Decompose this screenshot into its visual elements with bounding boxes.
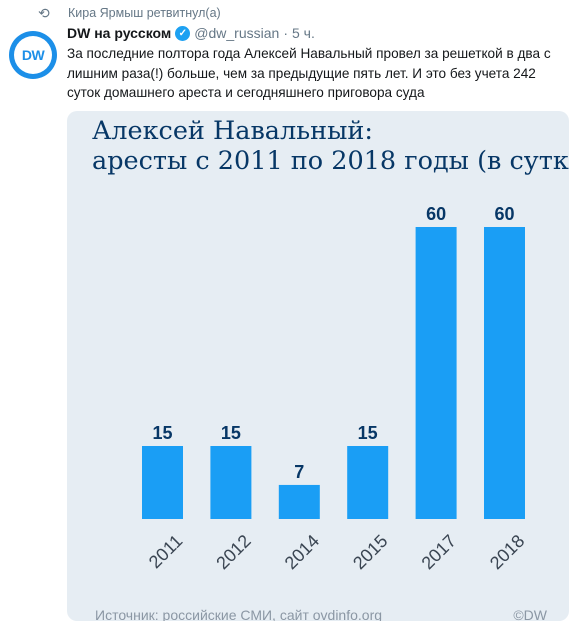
retweet-icon: ⟲ [38,5,50,21]
data-label-2017: 60 [426,204,446,224]
data-label-2015: 15 [358,423,378,443]
data-label-2011: 15 [152,423,172,443]
chart-title-line1: Алексей Навальный: [92,116,373,146]
chart-copyright: ©DW [513,607,547,621]
data-label-2014: 7 [294,462,304,482]
chart-title: Алексей Навальный: аресты с 2011 по 2018… [92,116,569,176]
tick-label-2017: 2017 [418,531,460,573]
tick-label-2018: 2018 [486,531,528,573]
handle[interactable]: @dw_russian [194,25,280,41]
bar-2015 [347,446,389,519]
tick-label-2014: 2014 [281,531,323,573]
data-label-2018: 60 [494,204,514,224]
bar-2012 [210,446,252,519]
bar-2011 [142,446,183,519]
retweet-context: ⟲ Кира Ярмыш ретвитнул(а) [34,4,221,22]
bar-2014 [278,484,320,519]
timestamp[interactable]: 5 ч. [291,25,315,41]
tweet-header: DW на русском ✓ @dw_russian · 5 ч. [67,23,315,43]
tick-label-2012: 2012 [212,531,254,573]
avatar[interactable]: DW [9,31,57,79]
retweet-label[interactable]: Кира Ярмыш ретвитнул(а) [68,6,221,20]
bar-chart: 15 2011 15 2012 7 2014 15 2015 60 2017 60 2018 [142,204,528,573]
dw-logo-icon: DW [14,36,52,74]
tick-label-2011: 2011 [145,531,187,573]
tweet-text: За последние полтора года Алексей Наваль… [67,46,551,100]
verified-badge-icon: ✓ [175,25,191,41]
chart-title-line2: аресты с 2011 по 2018 годы (в сутках) [92,146,569,176]
bar-2017 [415,227,457,519]
bar-2018 [484,227,525,519]
data-label-2012: 15 [221,423,241,443]
tick-label-2015: 2015 [349,531,391,573]
avatar-text: DW [21,47,45,63]
chart-source: Источник: российские СМИ, сайт ovdinfo.o… [95,607,383,621]
display-name[interactable]: DW на русском [67,25,172,41]
separator: · [283,25,288,41]
tweet-media[interactable]: 15 2011 15 2012 7 2014 15 2015 60 2017 60 2018 Алек… [67,111,569,621]
